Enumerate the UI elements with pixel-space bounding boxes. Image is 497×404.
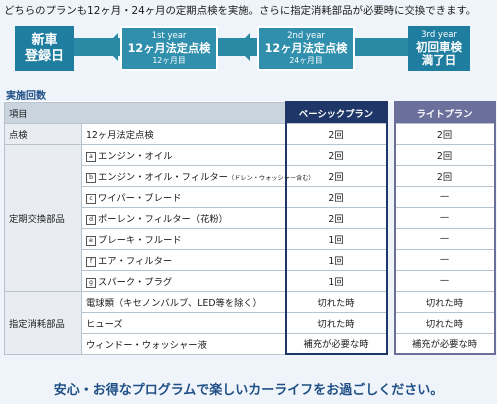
plan-table: 項目 ベーシックプラン ライトプラン 点検 12ヶ月法定点検 2回 2回 定期交…: [3, 101, 496, 355]
item-name: b エンジン・オイル・フィルター（ドレン・ウォッシャー含む）: [80, 164, 315, 187]
timeline-end-line1: 初回車検: [416, 40, 462, 54]
column-gap: [386, 249, 395, 270]
light-value: 2回: [393, 143, 496, 166]
basic-value: 1回: [284, 227, 388, 250]
timeline-end-box: 3rd year 初回車検 満了日: [408, 26, 470, 71]
timeline-2nd-year-title: 12ヶ月法定点検: [264, 42, 348, 55]
basic-value: 1回: [284, 248, 388, 271]
category-replacement: 定期交換部品: [4, 143, 82, 292]
column-gap: [386, 333, 395, 354]
item-name: g スパーク・プラグ: [80, 269, 287, 292]
basic-value: 2回: [284, 143, 388, 166]
column-gap: [386, 228, 395, 249]
basic-value: 補充が必要な時: [284, 332, 388, 355]
table-row: 点検 12ヶ月法定点検 2回 2回: [4, 122, 496, 145]
column-gap: [386, 291, 395, 312]
item-name: ヒューズ: [80, 311, 287, 334]
table-row: ウィンドー・ウォッシャー液 補充が必要な時 補充が必要な時: [5, 332, 496, 355]
item-name: f エア・フィルター: [80, 248, 287, 271]
basic-value: 2回: [284, 206, 388, 229]
basic-value: 切れた時: [284, 290, 388, 313]
timeline-2nd-year-box: 2nd year 12ヶ月法定点検 24ヶ月目: [257, 26, 355, 71]
table-row: 指定消耗部品 電球類（キセノンバルブ、LED等を除く） 切れた時 切れた時: [4, 290, 496, 355]
section-title: 実施回数: [6, 91, 46, 102]
table-row: b エンジン・オイル・フィルター（ドレン・ウォッシャー含む） 2回 2回: [5, 164, 496, 187]
item-name: 電球類（キセノンバルブ、LED等を除く）: [80, 290, 287, 313]
table-row: ヒューズ 切れた時 切れた時: [5, 311, 496, 334]
header-item: 項目: [3, 101, 287, 124]
basic-value: 2回: [284, 185, 388, 208]
category-consumables: 指定消耗部品: [4, 290, 82, 355]
item-mark-icon: f: [86, 256, 96, 267]
table-row: e ブレーキ・フルード 1回 —: [5, 227, 496, 250]
timeline-end-year: 3rd year: [421, 30, 457, 40]
item-name: a エンジン・オイル: [80, 143, 287, 166]
timeline-1st-year-box: 1st year 12ヶ月法定点検 12ヶ月目: [120, 26, 218, 71]
item-mark-icon: g: [86, 277, 96, 288]
table-header-row: 項目 ベーシックプラン ライトプラン: [3, 101, 496, 124]
item-mark-icon: b: [86, 172, 96, 183]
light-value: —: [393, 185, 496, 208]
item-name: c ワイパー・ブレード: [80, 185, 287, 208]
timeline-start-box: 新車 登録日: [15, 26, 74, 71]
light-value: 切れた時: [393, 290, 496, 313]
column-gap: [386, 144, 395, 165]
item-mark-icon: d: [86, 214, 96, 225]
header-light-plan: ライトプラン: [393, 101, 496, 124]
table-row: g スパーク・プラグ 1回 —: [5, 269, 496, 292]
item-name: d ポーレン・フィルター（花粉）: [80, 206, 287, 229]
column-gap: [386, 312, 395, 333]
header-basic-plan: ベーシックプラン: [284, 101, 388, 124]
timeline-start-line2: 登録日: [24, 48, 64, 64]
timeline-1st-year-sub: 12ヶ月目: [152, 56, 186, 65]
item-mark-icon: e: [86, 235, 96, 246]
column-gap: [386, 165, 395, 186]
timeline-1st-year-title: 12ヶ月法定点検: [127, 42, 211, 55]
light-value: —: [393, 206, 496, 229]
light-value: 2回: [393, 122, 496, 145]
item-mark-icon: a: [86, 151, 96, 162]
timeline-2nd-year-label: 2nd year: [287, 31, 325, 41]
light-value: 切れた時: [393, 311, 496, 334]
column-gap: [386, 123, 395, 144]
footer-message: 安心・お得なプログラムで楽しいカーライフをお過ごしください。: [53, 383, 444, 398]
table-row: 定期交換部品 a エンジン・オイル 2回 2回: [4, 143, 496, 292]
light-value: —: [393, 269, 496, 292]
light-value: —: [393, 227, 496, 250]
table-row: f エア・フィルター 1回 —: [5, 248, 496, 271]
table-row: c ワイパー・ブレード 2回 —: [5, 185, 496, 208]
basic-value: 切れた時: [284, 311, 388, 334]
basic-value: 1回: [284, 269, 388, 292]
timeline-arrow: [104, 33, 118, 61]
item-name: 12ヶ月法定点検: [80, 122, 287, 145]
light-value: 2回: [393, 164, 496, 187]
column-gap: [386, 186, 395, 207]
item-mark-icon: c: [86, 193, 96, 204]
column-gap: [386, 207, 395, 228]
item-note: （ドレン・ウォッシャー含む）: [227, 174, 315, 182]
timeline-start-line1: 新車: [31, 32, 58, 48]
column-gap: [386, 102, 395, 123]
column-gap: [386, 270, 395, 291]
basic-value: 2回: [284, 122, 388, 145]
timeline-2nd-year-sub: 24ヶ月目: [289, 56, 323, 65]
category-inspection: 点検: [4, 122, 82, 145]
item-name: ウィンドー・ウォッシャー液: [80, 332, 287, 355]
light-value: —: [393, 248, 496, 271]
timeline-1st-year-label: 1st year: [151, 31, 187, 41]
intro-text: どちらのプランも12ヶ月・24ヶ月の定期点検を実施。さらに指定消耗部品が必要時に…: [4, 5, 477, 17]
item-name: e ブレーキ・フルード: [80, 227, 287, 250]
timeline-arrow: [236, 33, 250, 61]
timeline-end-line2: 満了日: [421, 53, 457, 67]
light-value: 補充が必要な時: [393, 332, 496, 355]
